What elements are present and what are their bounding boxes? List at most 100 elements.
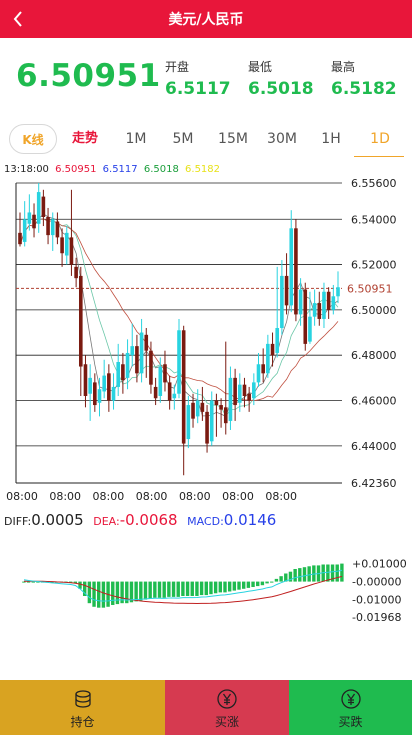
candle (167, 382, 172, 401)
page-title: 美元/人民币 (168, 12, 244, 28)
candle (289, 228, 294, 306)
macd-bar (162, 581, 166, 598)
buy-down-button[interactable]: 买跌 (289, 680, 412, 735)
macd-bar (139, 581, 143, 601)
macd-bar (195, 581, 199, 596)
high-stat: 最高 6.5182 (331, 58, 397, 99)
macd-bar (223, 581, 227, 593)
macd-bar (22, 581, 26, 583)
macd-tick-label: -0.00000 (352, 576, 401, 589)
candle (252, 382, 256, 399)
candle (41, 196, 46, 217)
candle (214, 400, 219, 406)
macd-bar (176, 581, 180, 597)
time-tick-label: 08:00 (136, 490, 168, 503)
macd-bar (326, 564, 330, 582)
macd-legend: DIFF:0.0005 DEA:-0.0068 MACD:0.0146 (4, 511, 276, 529)
buy-up-button[interactable]: 买涨 (165, 680, 289, 735)
macd-bar (143, 581, 148, 600)
candle (294, 228, 298, 315)
candle (186, 405, 191, 440)
candle (209, 400, 214, 442)
time-tick-label: 08:00 (179, 490, 211, 503)
macd-bar (237, 581, 241, 590)
candle (237, 384, 242, 403)
candle (312, 303, 317, 317)
macd-bar (171, 581, 176, 597)
open-value: 6.5117 (165, 79, 231, 99)
candle (18, 232, 22, 245)
tab-kline[interactable]: K线 (9, 124, 57, 154)
macd-bar (125, 581, 129, 604)
candle (242, 384, 247, 396)
candle (22, 219, 27, 242)
macd-bar (87, 581, 92, 604)
macd-bar (270, 581, 274, 583)
macd-bar (181, 581, 185, 596)
macd-bar (265, 581, 269, 584)
candle (326, 291, 331, 310)
candle (233, 377, 237, 406)
candle (55, 221, 60, 238)
macd-bar (153, 581, 157, 598)
candle (270, 343, 275, 356)
tab-5m[interactable]: 5M (172, 131, 194, 147)
candle (191, 402, 195, 419)
diff-label: DIFF: (4, 515, 32, 528)
candle (116, 362, 121, 387)
candle (298, 289, 303, 315)
macd-bar (284, 573, 288, 582)
back-chevron-icon[interactable] (8, 7, 30, 31)
tab-15m[interactable]: 15M (218, 131, 248, 147)
macd-bar (190, 581, 194, 596)
macd-bar (157, 581, 162, 598)
macd-label: MACD: (187, 515, 224, 528)
macd-bar (134, 581, 138, 602)
macd-bar (213, 581, 218, 594)
buy-up-label: 买涨 (214, 715, 239, 729)
candle (69, 237, 74, 265)
price-tick-label: 6.50000 (351, 304, 397, 317)
macd-bar (209, 581, 213, 595)
high-value: 6.5182 (331, 79, 397, 99)
current-price-label: 6.50951 (347, 282, 393, 295)
macd-bar (298, 568, 302, 582)
macd-tick-label: +0.01000 (352, 558, 407, 571)
time-tick-label: 08:00 (49, 490, 81, 503)
candle (223, 407, 228, 424)
tab-1m[interactable]: 1M (125, 131, 147, 147)
price-tick-label: 6.52000 (351, 259, 397, 272)
macd-bar (36, 581, 40, 583)
tab-30m[interactable]: 30M (267, 131, 297, 147)
high-label: 最高 (331, 60, 356, 74)
ohlc-close: 6.50951 (55, 164, 97, 175)
buy-down-label: 买跌 (338, 715, 363, 729)
macd-bar (31, 581, 35, 583)
macd-bar (68, 581, 73, 583)
candle (149, 350, 153, 385)
candle (200, 402, 205, 412)
candle (121, 364, 125, 381)
candle (284, 275, 289, 306)
macd-bar (26, 581, 31, 583)
macd-bar (227, 581, 232, 592)
tab-1h[interactable]: 1H (321, 131, 341, 147)
tab-trend[interactable]: 走势 (71, 131, 98, 146)
price-tick-label: 6.55600 (351, 177, 397, 190)
ohlc-open: 6.5117 (102, 164, 138, 175)
macd-bar (204, 581, 208, 596)
time-tick-label: 08:00 (222, 490, 254, 503)
macd-bar (274, 578, 279, 582)
candle (228, 377, 233, 421)
candle (308, 316, 312, 342)
candle (172, 393, 177, 399)
last-price: 6.50951 (16, 58, 161, 94)
candle (32, 214, 36, 229)
candle (317, 303, 322, 319)
dea-value: -0.0068 (119, 511, 178, 529)
hold-button[interactable]: 持仓 (0, 680, 165, 735)
coins-icon (74, 690, 91, 708)
tab-1d[interactable]: 1D (370, 131, 390, 147)
candle (125, 352, 130, 378)
